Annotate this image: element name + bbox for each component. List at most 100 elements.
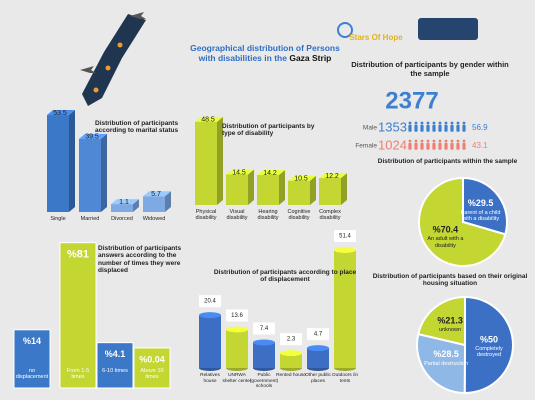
title-emphasis: Gaza Strip (289, 52, 332, 63)
category-label: Parent of a child with a disability (460, 209, 501, 223)
category-label: Visual disability (226, 209, 248, 222)
title-line: with disabilities in the Gaza Strip (150, 52, 380, 64)
value-label: %29.5 (468, 198, 494, 208)
category-label: Complex disability (319, 209, 341, 222)
category-label: Single (50, 216, 66, 222)
bar-top (319, 173, 347, 179)
chart-title: Distribution of participants based on th… (372, 273, 528, 288)
chart-title: Distribution of participants according t… (213, 269, 357, 284)
person-icon (450, 139, 454, 143)
pie-slice (462, 176, 508, 236)
title: with disabilities in the (198, 52, 287, 63)
person-icon (408, 139, 412, 143)
pie-slice (463, 295, 514, 394)
value-label: 7.4 (260, 326, 269, 332)
gender-name: Female (355, 143, 377, 150)
cylinder-top (334, 247, 356, 254)
person-icon (456, 124, 460, 132)
bar-top (257, 169, 285, 175)
person-icon (414, 139, 418, 143)
category-label: Public (government) schools (249, 373, 279, 390)
person-icon (450, 142, 454, 150)
pie-slice (418, 176, 507, 267)
bar-top (195, 116, 223, 122)
map-fire (93, 87, 99, 93)
value-label: 10.5 (294, 176, 308, 183)
person-icon (438, 139, 442, 143)
person-icon (408, 124, 412, 132)
bar-side (101, 133, 107, 212)
value-label: 53.5 (53, 110, 67, 117)
bar-side (165, 191, 171, 212)
category-label: Hearing disability (257, 209, 279, 222)
value-label: 51.4 (339, 234, 351, 240)
cylinder (253, 342, 275, 368)
person-icon (444, 121, 448, 125)
value-label: %0.04 (139, 354, 165, 364)
value-label: 14.2 (263, 170, 277, 177)
value-label: 20.4 (204, 299, 216, 305)
person-icon (420, 139, 424, 143)
category-label: UNRWA shelter center (222, 373, 252, 384)
value-label: 2.3 (287, 337, 296, 343)
person-icon (438, 121, 442, 125)
value-label: %50 (480, 334, 498, 344)
person-icon (438, 142, 442, 150)
category-label: Above 10 times (140, 368, 164, 381)
gender-count: 1353 (378, 119, 407, 134)
bar-top (47, 110, 75, 116)
cylinder-top (226, 326, 248, 333)
person-icon (450, 121, 454, 125)
person-icon (432, 142, 436, 150)
cylinder (226, 329, 248, 368)
person-icon (462, 139, 466, 143)
person-icon (408, 142, 412, 150)
logo-text: Stars Of Hope (349, 33, 403, 42)
category-label: Cognitive disability (287, 209, 311, 222)
value-label: 14.5 (232, 169, 246, 176)
bar (143, 196, 165, 212)
category-label: 6-10 times (102, 368, 128, 374)
bar (96, 342, 134, 389)
category-label: unknown (439, 327, 462, 334)
category-label: Physical disability (195, 209, 217, 222)
cylinder-top (307, 345, 329, 352)
value-box (199, 295, 221, 308)
value-label: 39.5 (85, 134, 99, 141)
category-label: Rented house (276, 373, 306, 378)
value-label: %70.4 (433, 225, 459, 235)
bar-top (226, 169, 254, 175)
person-icon (426, 142, 430, 150)
gender-percent: 43.1 (472, 141, 488, 150)
person-icon (414, 124, 418, 132)
bar (226, 174, 248, 205)
logo-icon (337, 22, 353, 38)
bar-side (217, 116, 223, 205)
value-box (307, 328, 329, 341)
value-label: %14 (23, 336, 41, 346)
gender-title: Distribution of participants by gender w… (351, 60, 509, 78)
bar (319, 178, 341, 205)
person-icon (456, 142, 460, 150)
plane-icon (80, 66, 96, 73)
bar (111, 204, 133, 212)
cylinder-top (280, 350, 302, 357)
bar-top (79, 133, 107, 139)
title-block: Geographical distribution of Persons wit… (150, 43, 380, 64)
category-label: Widowed (142, 216, 166, 222)
gaza-map (82, 14, 146, 106)
person-icon (456, 121, 460, 125)
category-label: From 1-5 times (66, 368, 90, 381)
value-label: %4.1 (105, 349, 126, 359)
category-label: Married (80, 216, 100, 222)
pie-slice (416, 332, 467, 395)
person-icon (456, 139, 460, 143)
value-box (280, 333, 302, 346)
pie-slice (417, 295, 466, 347)
person-icon (426, 121, 430, 125)
person-icon (426, 139, 430, 143)
cylinder (307, 348, 329, 368)
bar-top (111, 199, 139, 205)
bar (288, 180, 310, 205)
